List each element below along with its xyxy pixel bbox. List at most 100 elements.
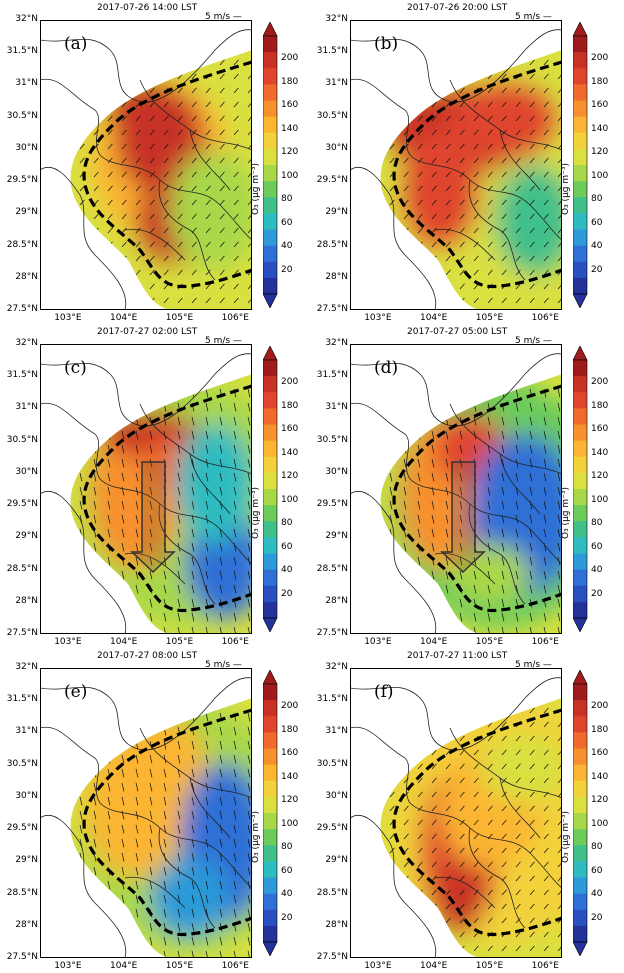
wind-vector (529, 570, 533, 580)
colorbar-tick-label: 20 (281, 588, 293, 599)
wind-vector (459, 115, 465, 122)
wind-vector (529, 847, 535, 854)
wind-vector (487, 777, 493, 784)
wind-vector (135, 472, 139, 482)
wind-vector (121, 458, 125, 468)
wind-vector (79, 472, 83, 482)
wind-vector (93, 297, 99, 304)
wind-vector (135, 542, 139, 552)
wind-vector (219, 754, 223, 764)
wind-vector (79, 908, 83, 918)
wind-vector (529, 903, 535, 910)
wind-vector (459, 917, 465, 924)
wind-vector (389, 143, 395, 150)
wind-vector (389, 542, 393, 552)
wind-vector (205, 402, 209, 412)
wind-vector (205, 283, 211, 290)
colorbar-unit-label: O₃ (μg m⁻³) (251, 486, 261, 539)
wind-vector (543, 584, 547, 594)
lat-tick-label: 30°N (325, 142, 348, 153)
wind-vector (163, 782, 167, 792)
lat-tick-label: 32°N (325, 14, 348, 24)
colorbar-segment (263, 813, 277, 830)
wind-vector (191, 556, 195, 566)
wind-vector (149, 185, 155, 192)
wind-vector (149, 754, 153, 764)
wind-vector (445, 227, 451, 234)
wind-vector (459, 528, 463, 538)
wind-vector (149, 782, 153, 792)
colorbar-tick-label: 40 (281, 565, 293, 576)
wind-vector (121, 73, 127, 80)
wind-vector (163, 73, 169, 80)
wind-vector (247, 444, 251, 454)
wind-vector (107, 59, 113, 66)
wind-vector (543, 269, 549, 276)
wind-vector (107, 570, 111, 580)
wind-vector (417, 416, 421, 426)
wind-vector (501, 458, 505, 468)
wind-vector (247, 754, 251, 764)
admin-border (468, 827, 526, 929)
wind-vector (107, 838, 111, 848)
wind-vector (445, 269, 451, 276)
wind-vector (219, 73, 225, 80)
colorbar-segment (573, 829, 587, 846)
wind-vector (177, 458, 181, 468)
wind-vector (107, 185, 113, 192)
wind-vector (487, 297, 493, 304)
wind-vector (93, 269, 99, 276)
wind-vector (79, 796, 83, 806)
colorbar-tick-label: 20 (281, 912, 293, 923)
wind-vector (107, 514, 111, 524)
wind-vector (445, 917, 451, 924)
wind-vector (417, 612, 421, 622)
wind-vector (501, 269, 507, 276)
wind-vector (149, 444, 153, 454)
wind-vector (191, 740, 195, 750)
wind-vector (403, 763, 409, 770)
wind-vector (431, 598, 435, 608)
wind-vector (431, 542, 435, 552)
wind-vector (445, 143, 451, 150)
wind-vector (149, 143, 155, 150)
wind-vector (445, 875, 451, 882)
wind-vector (431, 528, 435, 538)
colorbar-segment (573, 569, 587, 587)
colorbar-segment (573, 505, 587, 522)
wind-vector (529, 255, 535, 262)
wind-vector (79, 185, 85, 192)
wind-vector (459, 73, 465, 80)
wind-vector (557, 486, 561, 496)
wind-vector (247, 810, 251, 820)
wind-vector (107, 101, 113, 108)
wind-vector (515, 556, 519, 566)
wind-vector (417, 241, 423, 248)
wind-vector (389, 241, 395, 248)
wind-vector (515, 749, 521, 756)
wind-vector (389, 458, 393, 468)
wind-vector (233, 486, 237, 496)
wind-vector (219, 213, 225, 220)
wind-vector (403, 185, 409, 192)
wind-vector (163, 185, 169, 192)
wind-vector (417, 199, 423, 206)
wind-vector (445, 570, 449, 580)
wind-vector (135, 950, 139, 958)
wind-vector (149, 768, 153, 778)
wind-vector (473, 570, 477, 580)
wind-vector (219, 143, 225, 150)
admin-border (99, 154, 252, 241)
wind-vector (501, 500, 505, 510)
colorbar-tick-label: 140 (281, 447, 299, 458)
wind-vector (529, 528, 533, 538)
wind-vector (79, 712, 83, 722)
wind-vector (93, 59, 99, 66)
colorbar-tick-label: 80 (281, 518, 293, 529)
wind-vector (135, 143, 141, 150)
wind-vector (233, 612, 237, 622)
lat-tick-label: 27.5°N (6, 304, 38, 314)
wind-vector (389, 388, 393, 398)
wind-vector (177, 810, 181, 820)
admin-border (409, 154, 562, 241)
